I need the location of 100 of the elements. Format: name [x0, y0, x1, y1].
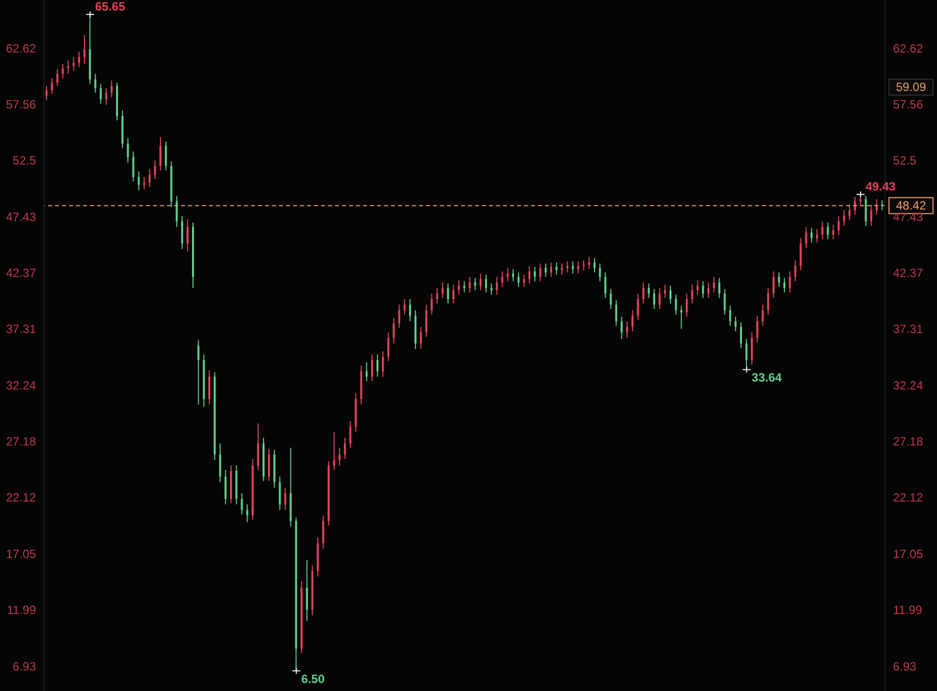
y-tick-label: 6.93	[12, 659, 36, 674]
candlestick	[404, 298, 406, 316]
annotation: 49.43	[866, 179, 896, 194]
candlestick	[344, 437, 346, 460]
candlestick	[658, 287, 661, 310]
candlestick	[338, 447, 340, 466]
candlestick	[598, 263, 601, 282]
candlestick	[756, 315, 758, 343]
candlestick	[392, 317, 395, 344]
candlestick	[870, 204, 872, 226]
candlestick	[436, 287, 438, 304]
candlestick	[712, 276, 715, 293]
candlestick	[72, 56, 75, 71]
y2-tick-label: 17.05	[893, 546, 924, 561]
candlestick	[501, 270, 504, 288]
candlestick	[333, 432, 336, 470]
candlestick	[219, 442, 222, 483]
candlestick	[648, 283, 650, 298]
candlestick	[468, 276, 471, 293]
candlestick	[691, 284, 694, 304]
y-tick-label: 47.43	[6, 210, 36, 224]
y2-tick-label: 52.5	[893, 154, 917, 168]
candlestick	[268, 448, 270, 482]
y-tick-label: 52.5	[12, 154, 36, 168]
candlestick	[83, 34, 86, 64]
candlestick	[620, 316, 623, 340]
candlestick	[794, 260, 796, 282]
candlestick	[100, 83, 102, 104]
text: 59.09	[896, 80, 926, 94]
candlestick	[734, 316, 737, 332]
candlestick	[496, 276, 498, 296]
candlestick	[518, 272, 520, 288]
candlestick	[278, 476, 281, 510]
y2-tick-label: 42.37	[893, 266, 924, 280]
candlestick	[843, 210, 846, 226]
candlestick	[176, 195, 178, 228]
y-tick-label: 17.05	[6, 546, 36, 561]
candlestick	[159, 136, 162, 171]
candlestick	[143, 176, 146, 190]
candlestick	[702, 280, 704, 298]
y2-tick-label: 32.24	[893, 378, 924, 392]
candlestick	[854, 196, 856, 216]
candlestick	[544, 263, 547, 278]
candlestick	[783, 277, 786, 293]
candlestick	[420, 326, 422, 350]
candlestick	[750, 332, 753, 366]
annotation: 65.65	[95, 0, 126, 14]
candlestick	[788, 270, 791, 293]
candlestick	[442, 282, 444, 298]
candlestick	[132, 150, 134, 182]
candlestick	[257, 422, 260, 470]
y-tick-label: 57.56	[6, 97, 36, 112]
candlestick	[240, 492, 243, 515]
candlestick	[594, 258, 596, 273]
candlestick	[680, 305, 682, 330]
candlestick	[821, 220, 824, 240]
candlestick	[246, 504, 248, 523]
candlestick	[224, 469, 227, 505]
candlestick	[322, 514, 324, 550]
y-tick-label: 37.31	[6, 322, 36, 336]
candlestick	[669, 285, 672, 304]
candlestick	[767, 287, 770, 316]
candlestick	[480, 273, 482, 291]
candlestick	[148, 168, 151, 188]
candlestick	[197, 340, 200, 405]
candlestick	[366, 362, 368, 382]
candlestick	[376, 354, 378, 378]
candlestick	[636, 293, 639, 321]
y2-tick-label: 37.31	[893, 322, 924, 336]
candlestick	[864, 195, 867, 226]
candlestick	[686, 293, 688, 318]
y-tick-label: 62.62	[6, 41, 36, 56]
candlestick	[718, 277, 720, 298]
candlestick	[181, 215, 184, 250]
candlestick	[604, 272, 606, 298]
candlestick	[610, 288, 612, 310]
candlestick	[284, 487, 286, 510]
candlestick	[582, 260, 585, 271]
candlestick	[208, 370, 210, 405]
candlestick	[164, 140, 167, 171]
candlestick	[78, 51, 80, 68]
candlestick	[740, 322, 742, 348]
candlestick	[615, 300, 618, 326]
candlestick	[653, 288, 656, 310]
candlestick	[484, 274, 487, 293]
y2-tick-label: 62.62	[893, 41, 924, 56]
candlestick	[349, 420, 352, 448]
candlestick	[729, 305, 732, 326]
candlestick	[409, 298, 412, 322]
candlestick	[154, 160, 156, 180]
candlestick	[105, 88, 108, 106]
y2-tick-label: 27.18	[893, 434, 924, 449]
candlestick	[631, 310, 634, 332]
candlestick	[778, 272, 780, 288]
candlestick	[528, 265, 530, 284]
candlestick	[539, 263, 542, 282]
y2-tick-label: 57.56	[893, 97, 924, 112]
candlestick	[94, 73, 96, 94]
candlestick	[126, 138, 129, 164]
candlestick	[664, 284, 666, 298]
